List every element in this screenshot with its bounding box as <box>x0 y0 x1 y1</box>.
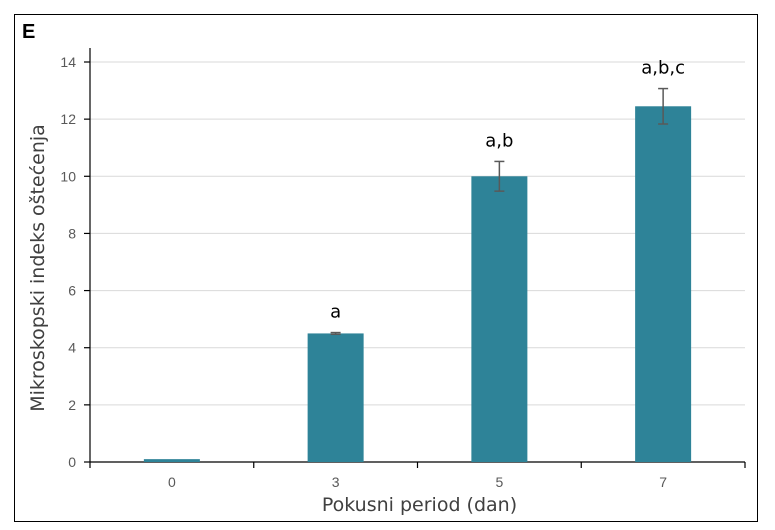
significance-label: a,b <box>485 130 513 151</box>
x-tick-label: 7 <box>659 474 667 490</box>
y-tick-label: 10 <box>60 168 76 184</box>
x-tick-label: 3 <box>332 474 340 490</box>
y-tick-label: 8 <box>68 225 76 241</box>
y-tick-label: 0 <box>68 454 76 470</box>
y-tick-label: 12 <box>60 111 76 127</box>
y-tick-label: 14 <box>60 54 76 70</box>
bar-5 <box>471 176 528 463</box>
x-tick-label: 0 <box>168 474 176 490</box>
x-axis-title: Pokusni period (dan) <box>322 494 517 516</box>
x-tick-label: 5 <box>495 474 503 490</box>
figure-frame <box>14 14 758 522</box>
panel-label: E <box>22 21 36 43</box>
bar-3 <box>307 333 364 462</box>
y-tick-label: 6 <box>68 283 76 299</box>
bar-0 <box>143 459 200 462</box>
y-tick-label: 2 <box>68 397 76 413</box>
significance-label: a,b,c <box>641 58 685 79</box>
bar-7 <box>635 106 692 463</box>
significance-label: a <box>330 302 341 323</box>
y-tick-label: 4 <box>68 340 76 356</box>
y-axis-title: Mikroskopski indeks oštećenja <box>27 124 49 412</box>
